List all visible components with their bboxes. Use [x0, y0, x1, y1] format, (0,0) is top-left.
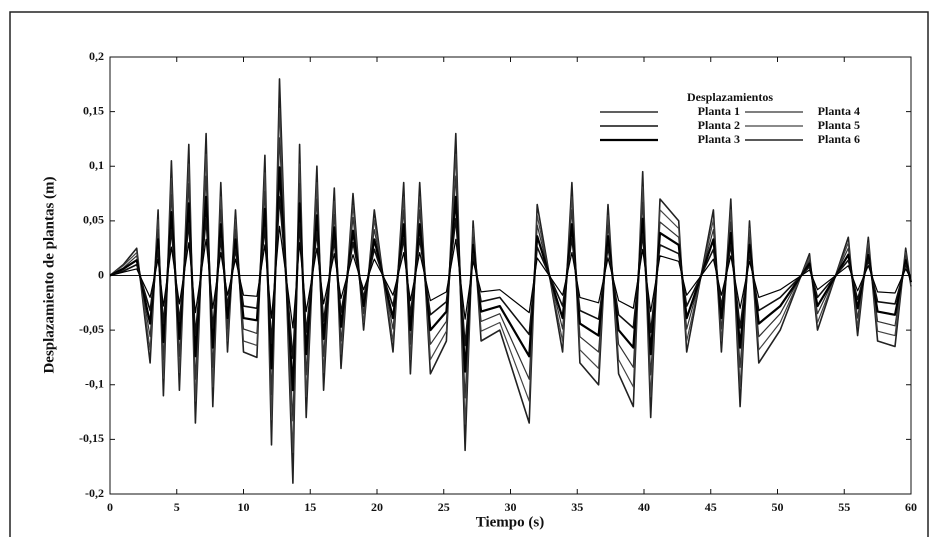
y-tick-label: -0,15 [79, 431, 104, 445]
legend-title: Desplazamientos [687, 90, 773, 104]
x-tick-label: 60 [905, 500, 917, 514]
y-tick-label: -0,2 [85, 486, 104, 500]
series-line [109, 137, 912, 422]
x-tick-label: 35 [571, 500, 583, 514]
x-tick-label: 45 [705, 500, 717, 514]
y-tick-label: 0,1 [89, 158, 104, 172]
y-tick-label: -0,1 [85, 377, 104, 391]
legend-label: Planta 3 [698, 132, 740, 146]
y-tick-label: 0,2 [89, 49, 104, 63]
x-tick-label: 25 [438, 500, 450, 514]
legend-label: Planta 5 [818, 118, 860, 132]
y-tick-label: 0,15 [83, 103, 104, 117]
x-tick-label: 50 [772, 500, 784, 514]
x-tick-label: 15 [304, 500, 316, 514]
frame [9, 11, 929, 537]
y-tick-label: 0 [98, 267, 104, 281]
legend-label: Planta 2 [698, 118, 740, 132]
x-tick-label: 20 [371, 500, 383, 514]
series-line [109, 107, 912, 454]
y-tick-label: 0,05 [83, 213, 104, 227]
x-tick-label: 10 [238, 500, 250, 514]
y-axis-label: Desplazamiento de plantas (m) [41, 176, 57, 373]
legend-label: Planta 6 [818, 132, 860, 146]
series-line [109, 196, 912, 360]
x-axis-label: Tiempo (s) [476, 514, 544, 530]
x-tick-label: 40 [638, 500, 650, 514]
y-tick-label: -0,05 [79, 322, 104, 336]
x-tick-label: 55 [838, 500, 850, 514]
legend-label: Planta 4 [818, 104, 860, 118]
series-line [109, 166, 913, 392]
x-tick-label: 0 [107, 500, 113, 514]
series-line [109, 225, 912, 329]
x-tick-label: 5 [174, 500, 180, 514]
legend-label: Planta 1 [698, 104, 740, 118]
x-tick-label: 30 [505, 500, 517, 514]
